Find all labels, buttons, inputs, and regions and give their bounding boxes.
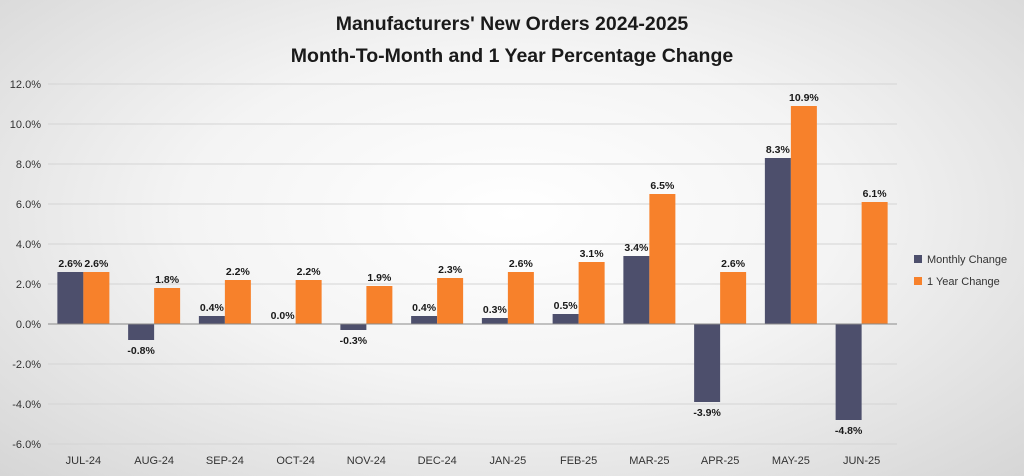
x-category-label: JUN-25 bbox=[843, 455, 880, 467]
bar-monthly-change bbox=[552, 314, 579, 324]
legend-swatch-1-year-change bbox=[914, 277, 922, 285]
data-label-monthly-change: 0.4% bbox=[200, 302, 225, 314]
bars bbox=[57, 106, 888, 420]
y-tick-label: -2.0% bbox=[12, 359, 41, 371]
data-label-1-year-change: 2.6% bbox=[509, 258, 534, 270]
data-label-1-year-change: 1.8% bbox=[155, 274, 180, 286]
data-label-monthly-change: 8.3% bbox=[766, 144, 791, 156]
x-category-label: MAR-25 bbox=[629, 455, 669, 467]
bar-1-year-change bbox=[366, 286, 393, 324]
chart-title: Manufacturers' New Orders 2024-2025 bbox=[336, 13, 689, 35]
y-tick-label: 6.0% bbox=[16, 199, 41, 211]
bar-monthly-change bbox=[694, 324, 721, 402]
bar-monthly-change bbox=[57, 272, 84, 324]
x-category-label: SEP-24 bbox=[206, 455, 244, 467]
y-tick-label: -4.0% bbox=[12, 399, 41, 411]
data-label-1-year-change: 2.2% bbox=[226, 266, 251, 278]
legend-label-1-year-change: 1 Year Change bbox=[927, 276, 1000, 288]
y-axis-ticks: 12.0% 10.0% 8.0% 6.0% 4.0% 2.0% 0.0% -2.0% -4.0%… bbox=[10, 79, 41, 451]
data-label-monthly-change: -3.9% bbox=[693, 407, 721, 419]
bar-monthly-change bbox=[835, 324, 862, 420]
x-category-label: FEB-25 bbox=[560, 455, 597, 467]
data-label-1-year-change: 2.3% bbox=[438, 264, 463, 276]
bar-1-year-change bbox=[507, 272, 534, 324]
data-label-1-year-change: 1.9% bbox=[367, 272, 392, 284]
x-category-label: APR-25 bbox=[701, 455, 740, 467]
data-label-monthly-change: -0.3% bbox=[340, 335, 368, 347]
data-label-monthly-change: -0.8% bbox=[127, 345, 155, 357]
y-tick-label: 10.0% bbox=[10, 119, 41, 131]
bar-monthly-change bbox=[411, 316, 438, 324]
x-category-label: DEC-24 bbox=[418, 455, 457, 467]
data-label-monthly-change: 2.6% bbox=[58, 258, 83, 270]
bar-1-year-change bbox=[154, 288, 181, 324]
data-label-monthly-change: 0.3% bbox=[483, 304, 508, 316]
data-label-1-year-change: 6.1% bbox=[863, 188, 888, 200]
data-label-monthly-change: 0.4% bbox=[412, 302, 437, 314]
bar-monthly-change bbox=[128, 324, 155, 340]
data-label-1-year-change: 10.9% bbox=[789, 92, 819, 104]
data-label-1-year-change: 3.1% bbox=[580, 248, 605, 260]
y-tick-label: 8.0% bbox=[16, 159, 41, 171]
x-category-label: AUG-24 bbox=[134, 455, 174, 467]
x-axis-categories: JUL-24 AUG-24 SEP-24 OCT-24 NOV-24 DEC-24 JAN-… bbox=[66, 455, 881, 467]
bar-1-year-change bbox=[649, 194, 676, 324]
y-tick-label: 4.0% bbox=[16, 239, 41, 251]
legend-swatch-monthly-change bbox=[914, 255, 922, 263]
x-category-label: NOV-24 bbox=[347, 455, 386, 467]
y-tick-label: 2.0% bbox=[16, 279, 41, 291]
data-labels: 2.6% 2.6%-0.8%1.8%0.4%2.2%0.0%2.2%-0.3%1.… bbox=[58, 92, 887, 437]
bar-1-year-change bbox=[720, 272, 747, 324]
y-tick-label: 12.0% bbox=[10, 79, 41, 91]
x-category-label: MAY-25 bbox=[772, 455, 810, 467]
y-tick-label: -6.0% bbox=[12, 439, 41, 451]
y-tick-label: 0.0% bbox=[16, 319, 41, 331]
bar-monthly-change bbox=[623, 256, 650, 324]
data-label-1-year-change: 2.6% bbox=[84, 258, 109, 270]
bar-1-year-change bbox=[578, 262, 605, 324]
legend-label-monthly-change: Monthly Change bbox=[927, 254, 1007, 266]
legend: Monthly Change 1 Year Change bbox=[914, 254, 1007, 288]
bar-monthly-change bbox=[764, 158, 791, 324]
bar-1-year-change bbox=[83, 272, 110, 324]
x-category-label: JAN-25 bbox=[490, 455, 527, 467]
x-category-label: OCT-24 bbox=[276, 455, 315, 467]
data-label-monthly-change: -4.8% bbox=[835, 425, 863, 437]
bar-1-year-change bbox=[861, 202, 888, 324]
data-label-monthly-change: 0.5% bbox=[554, 300, 579, 312]
gridlines bbox=[48, 83, 897, 445]
x-category-label: JUL-24 bbox=[66, 455, 101, 467]
data-label-monthly-change: 0.0% bbox=[271, 310, 296, 322]
data-label-monthly-change: 3.4% bbox=[624, 242, 649, 254]
data-label-1-year-change: 6.5% bbox=[650, 180, 675, 192]
data-label-1-year-change: 2.2% bbox=[297, 266, 322, 278]
bar-monthly-change bbox=[481, 318, 508, 324]
chart-subtitle: Month-To-Month and 1 Year Percentage Cha… bbox=[291, 45, 734, 67]
data-label-1-year-change: 2.6% bbox=[721, 258, 746, 270]
bar-monthly-change bbox=[340, 324, 367, 330]
bar-1-year-change bbox=[437, 278, 464, 324]
bar-1-year-change bbox=[295, 280, 322, 324]
bar-1-year-change bbox=[224, 280, 251, 324]
bar-monthly-change bbox=[198, 316, 225, 324]
bar-1-year-change bbox=[790, 106, 817, 324]
